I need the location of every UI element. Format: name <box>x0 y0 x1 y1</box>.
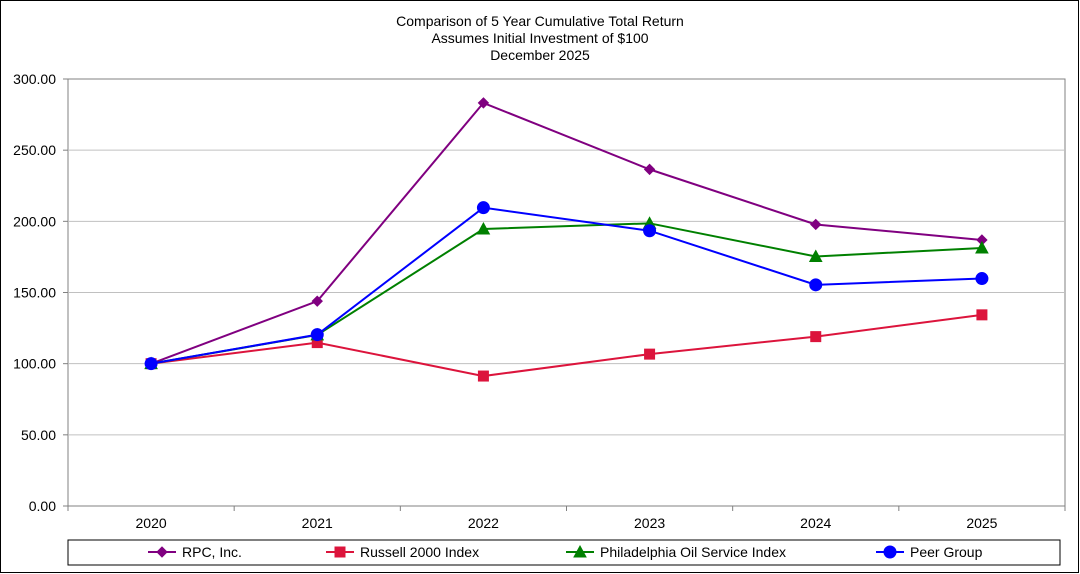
legend-swatch-marker <box>883 545 897 559</box>
y-tick-label: 200.00 <box>13 213 56 229</box>
series-line <box>150 206 982 365</box>
chart-subtitle: Assumes Initial Investment of $100 <box>431 30 648 46</box>
series-line <box>150 313 983 378</box>
series-lines <box>144 97 989 382</box>
data-point <box>311 295 323 307</box>
x-tick-label: 2022 <box>468 515 499 531</box>
series-3 <box>144 201 989 371</box>
x-axis: 2020 2021 2022 2023 2024 2025 <box>67 506 1066 531</box>
legend-label: Russell 2000 Index <box>360 544 479 560</box>
data-point <box>476 221 491 235</box>
x-tick-label: 2023 <box>634 515 665 531</box>
x-tick-label: 2024 <box>800 515 831 531</box>
y-tick-label: 150.00 <box>13 285 56 301</box>
legend-item: Russell 2000 Index <box>326 544 479 560</box>
y-tick-label: 50.00 <box>21 427 56 443</box>
legend: RPC, Inc. Russell 2000 Index Philadelphia … <box>148 544 983 560</box>
data-point <box>476 201 490 215</box>
data-point <box>975 272 989 286</box>
legend-label: RPC, Inc. <box>182 544 242 560</box>
y-tick-label: 300.00 <box>13 71 56 87</box>
legend-label: Philadelphia Oil Service Index <box>600 544 786 560</box>
data-point <box>144 357 158 371</box>
chart-subtitle-2: December 2025 <box>490 47 590 63</box>
data-point <box>809 278 823 292</box>
y-tick-label: 100.00 <box>13 356 56 372</box>
x-tick-label: 2021 <box>302 515 333 531</box>
legend-item: Philadelphia Oil Service Index <box>566 544 786 560</box>
x-tick-label: 2020 <box>136 515 167 531</box>
data-point <box>643 163 656 176</box>
data-point <box>808 249 823 262</box>
series-line <box>150 101 983 365</box>
y-axis: 0.00 50.00 100.00 150.00 200.00 250.00 300.00 <box>13 71 68 514</box>
data-point <box>477 370 489 382</box>
data-point <box>810 331 822 343</box>
data-point <box>643 224 657 238</box>
data-point <box>644 348 656 360</box>
data-point <box>310 328 324 342</box>
data-point <box>975 240 989 254</box>
legend-swatch-marker <box>156 546 168 558</box>
data-point <box>477 97 490 109</box>
y-tick-label: 0.00 <box>29 498 56 514</box>
chart-title: Comparison of 5 Year Cumulative Total Re… <box>396 13 684 29</box>
legend-item: Peer Group <box>876 544 983 560</box>
x-tick-label: 2025 <box>966 515 997 531</box>
y-tick-label: 250.00 <box>13 142 56 158</box>
legend-swatch-marker <box>334 546 346 558</box>
grid-lines <box>68 149 1065 436</box>
legend-swatch-marker <box>573 544 587 558</box>
data-point <box>976 309 988 321</box>
data-point <box>810 218 822 231</box>
legend-item: RPC, Inc. <box>148 544 242 560</box>
legend-label: Peer Group <box>910 544 983 560</box>
